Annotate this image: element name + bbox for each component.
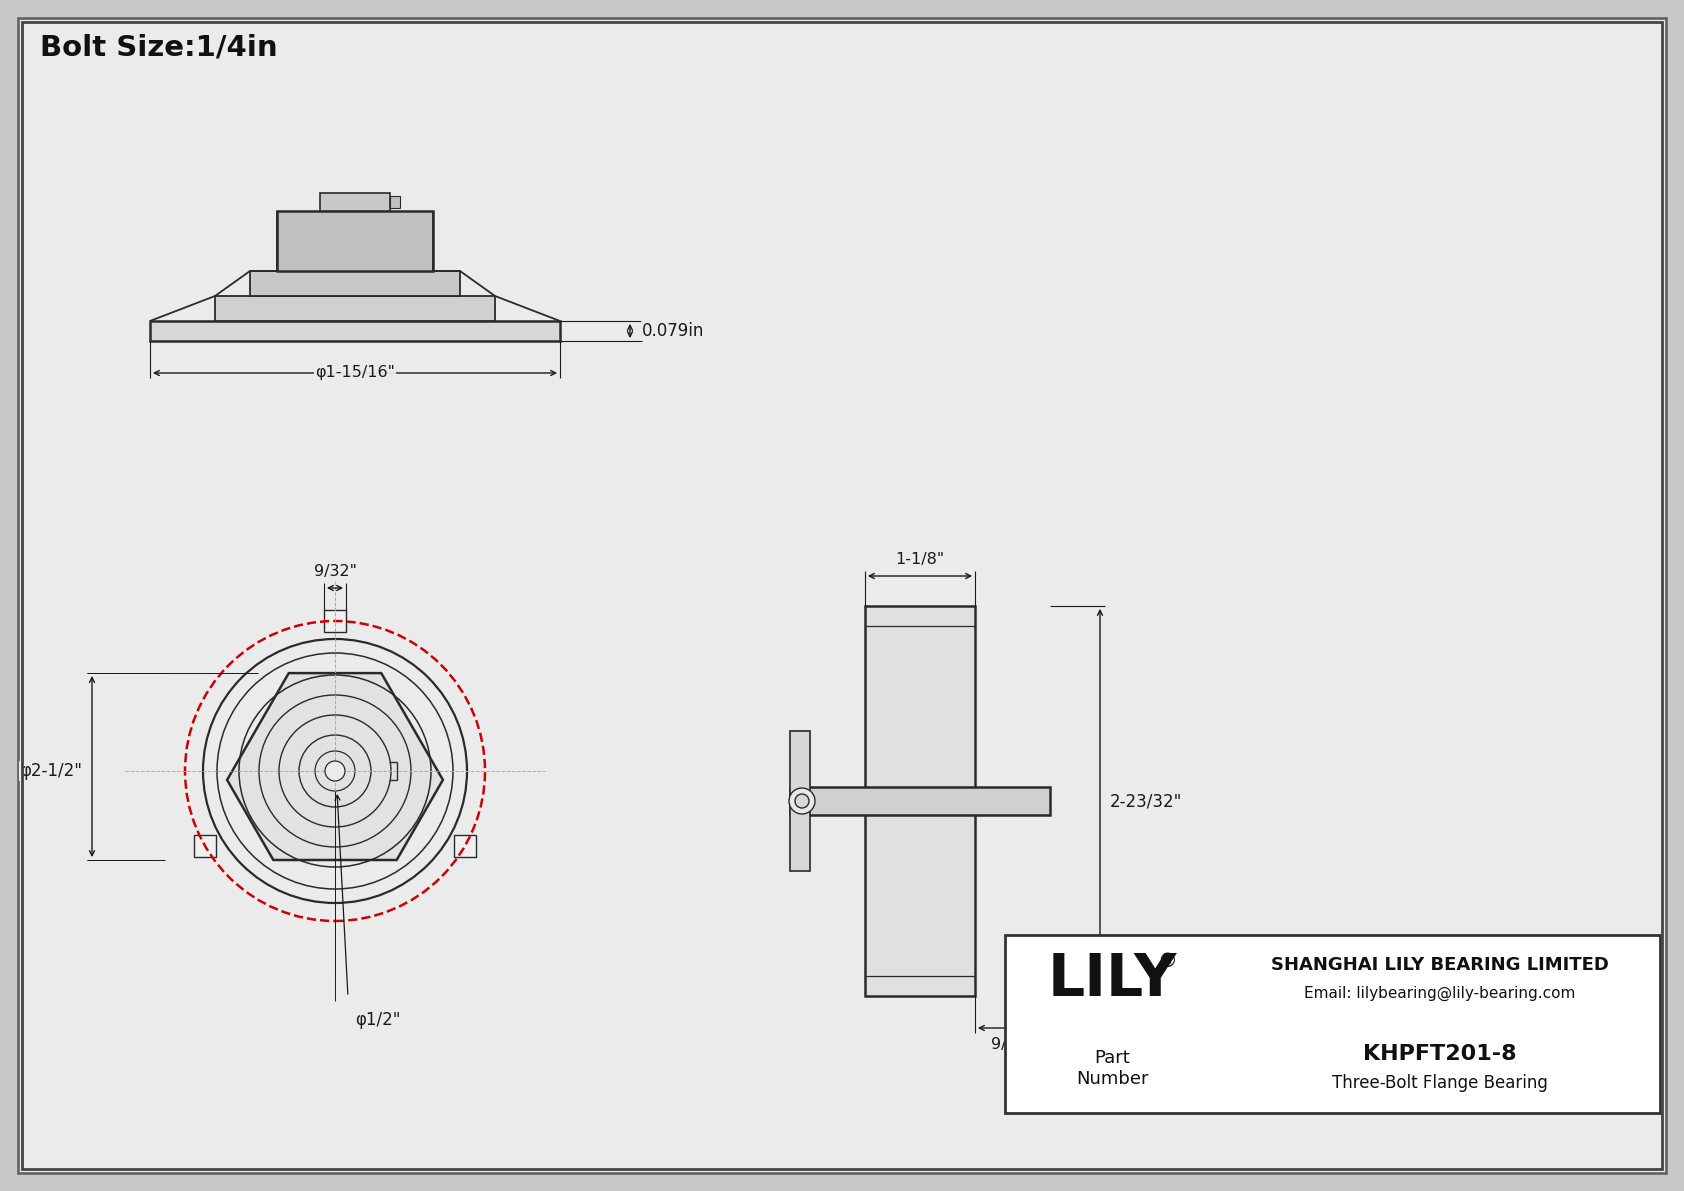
Bar: [320, 193, 391, 211]
Text: 9/16": 9/16": [990, 1037, 1034, 1052]
Bar: [150, 322, 561, 341]
Circle shape: [1421, 989, 1479, 1045]
Polygon shape: [227, 673, 443, 860]
Text: φ1-15/16": φ1-15/16": [315, 366, 396, 380]
Text: 1-1/8": 1-1/8": [896, 551, 945, 567]
Bar: [1005, 935, 1660, 1114]
Text: ®: ®: [1157, 952, 1177, 971]
Circle shape: [1442, 1008, 1458, 1025]
Polygon shape: [1418, 1062, 1490, 1070]
Bar: [194, 835, 216, 858]
Text: 9/32": 9/32": [313, 565, 357, 579]
Bar: [790, 787, 1051, 815]
Polygon shape: [1474, 966, 1516, 1028]
Bar: [216, 297, 495, 322]
Text: Three-Bolt Flange Bearing: Three-Bolt Flange Bearing: [1332, 1073, 1548, 1091]
Polygon shape: [1426, 966, 1484, 972]
Polygon shape: [1394, 966, 1505, 1062]
Text: KHPFT201-8: KHPFT201-8: [1362, 1043, 1517, 1064]
Circle shape: [1494, 1037, 1511, 1055]
Circle shape: [1389, 1037, 1408, 1055]
Text: 2-23/32": 2-23/32": [1110, 792, 1182, 810]
Circle shape: [1442, 947, 1458, 965]
Text: LILY: LILY: [1047, 950, 1177, 1008]
Text: 0.079in: 0.079in: [642, 322, 704, 339]
Circle shape: [1435, 1000, 1467, 1031]
Bar: [866, 606, 975, 996]
Text: SHANGHAI LILY BEARING LIMITED: SHANGHAI LILY BEARING LIMITED: [1271, 956, 1608, 974]
Bar: [249, 272, 460, 297]
Polygon shape: [1482, 1021, 1516, 1070]
Circle shape: [1408, 974, 1492, 1058]
Text: Part
Number: Part Number: [1076, 1049, 1148, 1087]
Text: φ2-1/2": φ2-1/2": [20, 762, 83, 780]
Text: Email: lilybearing@lily-bearing.com: Email: lilybearing@lily-bearing.com: [1305, 986, 1576, 1002]
Text: Bolt Size:1/4in: Bolt Size:1/4in: [40, 33, 278, 61]
Bar: [276, 211, 433, 272]
Polygon shape: [1403, 972, 1516, 1070]
Bar: [391, 197, 401, 208]
Circle shape: [325, 761, 345, 781]
Polygon shape: [1394, 966, 1435, 1028]
Text: φ1/2": φ1/2": [355, 1011, 401, 1029]
Bar: [455, 835, 477, 858]
Bar: [790, 731, 810, 871]
Circle shape: [795, 794, 808, 807]
Bar: [323, 610, 345, 632]
Polygon shape: [1394, 1021, 1426, 1070]
Circle shape: [790, 788, 815, 813]
